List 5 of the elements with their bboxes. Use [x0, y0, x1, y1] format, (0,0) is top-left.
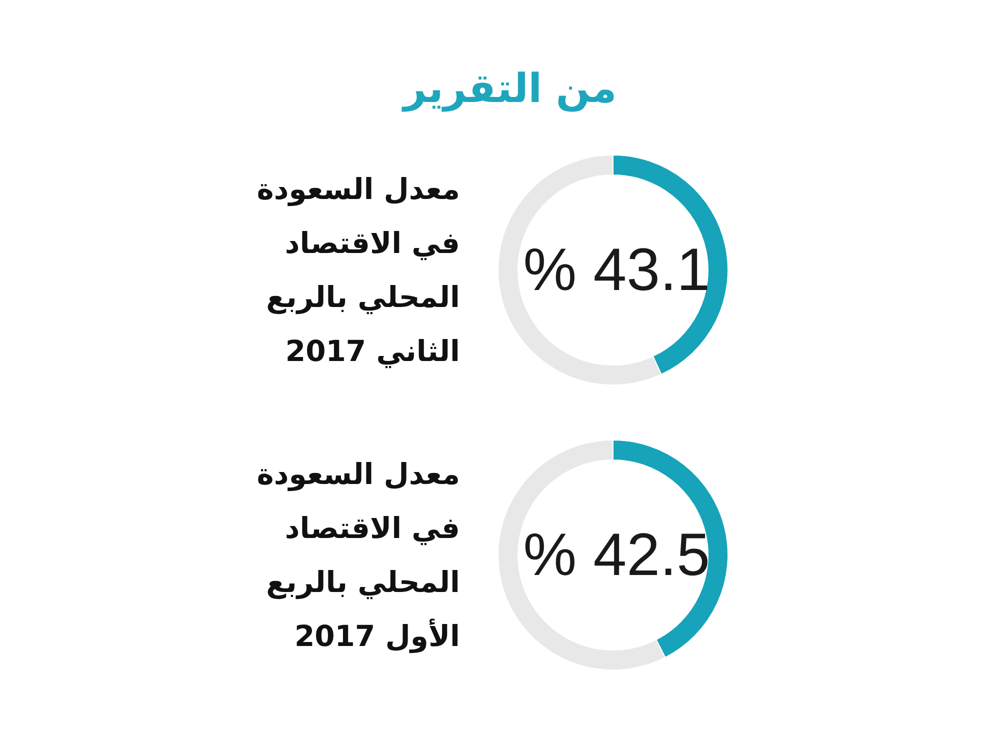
- text: معدل السعودة في الاقتصاد المحلي بالربع الأول 2017: [256, 457, 460, 654]
- data-label: % 42.5: [523, 521, 710, 588]
- data-label: % 43.1: [523, 236, 710, 303]
- text: من التقرير: [401, 66, 617, 112]
- text: معدل السعودة في الاقتصاد المحلي بالربع الثاني 2017: [256, 172, 460, 369]
